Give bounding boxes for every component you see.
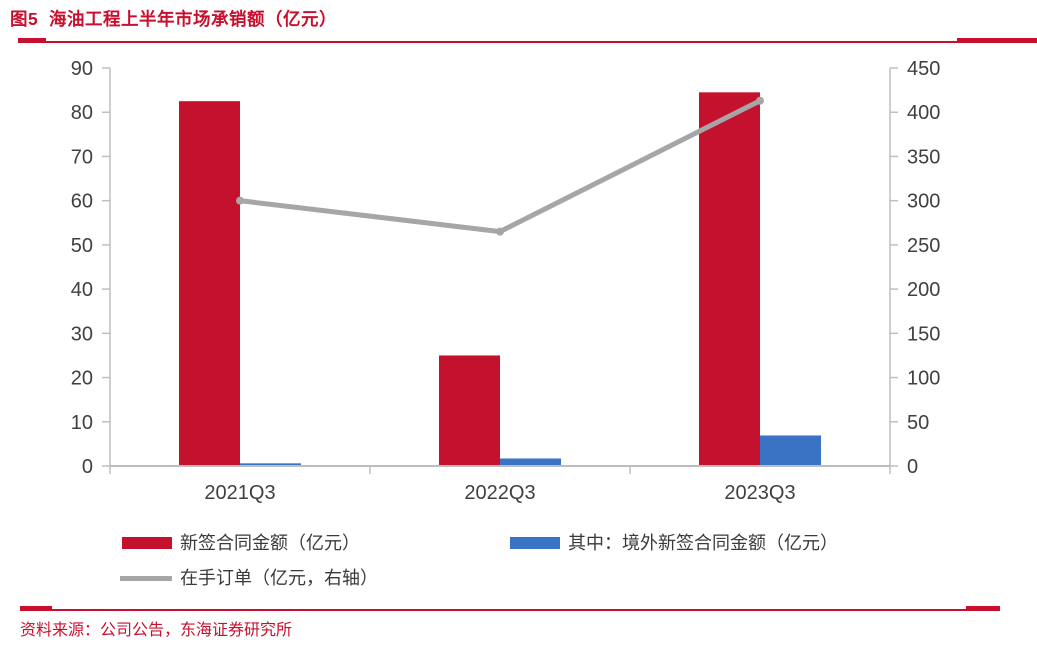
right-axis-label: 200 (907, 279, 940, 301)
line-marker-2021Q3 (236, 196, 244, 205)
x-axis-label-2021Q3: 2021Q3 (204, 482, 275, 504)
bar-series1-2023Q3 (699, 92, 760, 467)
right-axis-label: 450 (907, 58, 940, 80)
orders-line (237, 98, 763, 235)
right-axis-label: 0 (907, 456, 918, 478)
right-axis-label: 400 (907, 102, 940, 124)
legend-item-overseas-contracts: 其中：境外新签合同金额（亿元） (510, 532, 838, 554)
legend-label: 新签合同金额（亿元） (180, 533, 360, 553)
legend-label: 在手订单（亿元，右轴） (180, 568, 378, 588)
legend-item-new-contracts: 新签合同金额（亿元） (122, 532, 360, 554)
figure-title: 图5 海油工程上半年市场承销额（亿元） (10, 9, 337, 29)
title-underline-thick-right (957, 38, 1037, 43)
x-axis-label-2023Q3: 2023Q3 (724, 482, 795, 504)
left-axis-label: 30 (71, 323, 93, 345)
left-axis-label: 70 (71, 146, 93, 168)
right-axis-label: 350 (907, 146, 940, 168)
line-marker-2023Q3 (756, 96, 764, 105)
bar-series2-2022Q3 (500, 458, 561, 466)
left-axis-label: 60 (71, 191, 93, 213)
legend-swatch-blue-bar (510, 537, 560, 549)
left-axis-label: 50 (71, 235, 93, 257)
left-axis-label: 80 (71, 102, 93, 124)
line-marker-2022Q3 (496, 227, 504, 236)
bar-series1-2022Q3 (439, 355, 500, 466)
left-axis-label: 10 (71, 412, 93, 434)
left-axis-label: 20 (71, 368, 93, 390)
title-underline-thick-left (18, 38, 46, 43)
x-axis-label-2022Q3: 2022Q3 (464, 482, 535, 504)
bar-series2-2023Q3 (760, 435, 821, 466)
right-axis-label: 300 (907, 191, 940, 213)
legend-swatch-red-bar (122, 537, 172, 549)
bar-series2-2021Q3 (240, 463, 301, 466)
footer-rule-thick-left (20, 606, 52, 611)
right-axis-label: 250 (907, 235, 940, 257)
right-axis-label: 150 (907, 323, 940, 345)
left-axis-label: 0 (82, 456, 93, 478)
left-axis-label: 40 (71, 279, 93, 301)
legend-swatch-gray-line (120, 575, 172, 581)
right-axis-label: 100 (907, 368, 940, 390)
left-axis-label: 90 (71, 58, 93, 80)
footer-rule-thick-right (966, 606, 1000, 611)
right-axis-label: 50 (907, 412, 929, 434)
footer-rule (20, 609, 1000, 611)
legend-label: 其中：境外新签合同金额（亿元） (568, 533, 838, 553)
legend-item-orders-on-hand: 在手订单（亿元，右轴） (120, 567, 378, 589)
title-underline (18, 41, 1037, 43)
bar-series1-2021Q3 (179, 101, 240, 467)
source-note: 资料来源：公司公告，东海证券研究所 (20, 622, 293, 639)
